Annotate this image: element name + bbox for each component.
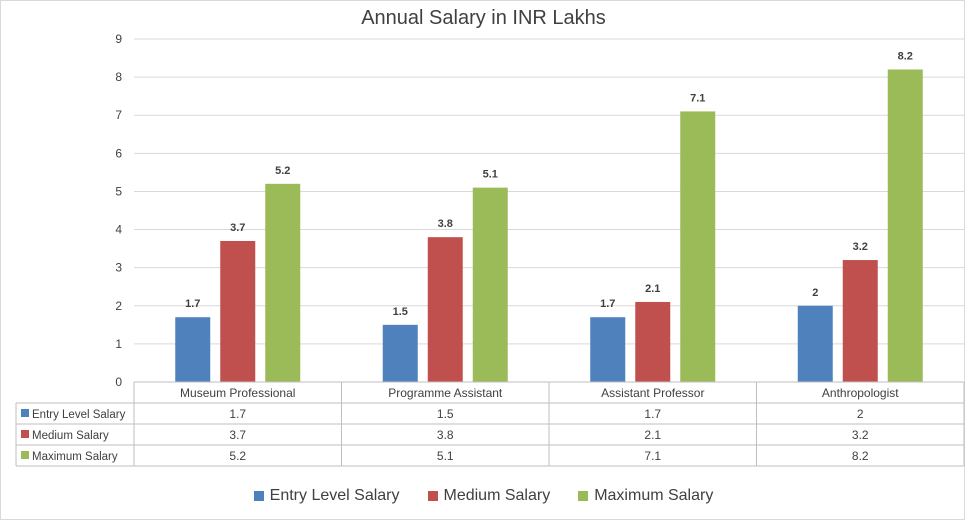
table-cell: 8.2 (852, 449, 869, 463)
table-row-label: Maximum Salary (32, 451, 118, 463)
data-label: 8.2 (898, 50, 913, 62)
legend-label-medium: Medium Salary (443, 487, 551, 504)
bar (887, 69, 923, 382)
table-row-label: Entry Level Salary (32, 409, 126, 421)
data-label: 3.8 (438, 218, 453, 230)
y-tick-label: 7 (115, 108, 122, 122)
y-tick-label: 4 (115, 223, 122, 237)
x-tick-label: Anthropologist (822, 386, 899, 400)
x-tick-label: Assistant Professor (601, 386, 704, 400)
bar (842, 260, 878, 382)
legend-label-maximum: Maximum Salary (594, 487, 714, 504)
table-legend-key (21, 409, 29, 417)
y-tick-label: 0 (115, 375, 122, 389)
data-label: 2 (812, 287, 818, 299)
legend-label-entry: Entry Level Salary (269, 487, 400, 504)
legend-swatch-maximum (578, 491, 589, 501)
table-cell: 1.7 (229, 407, 246, 421)
legend-item-medium: Medium Salary (427, 487, 551, 505)
table-cell: 7.1 (644, 449, 661, 463)
bar (427, 237, 463, 382)
table-cell: 3.2 (852, 428, 869, 442)
data-label: 2.1 (645, 283, 660, 295)
bar (680, 111, 716, 383)
legend-item-entry: Entry Level Salary (253, 487, 400, 505)
table-cell: 2.1 (644, 428, 661, 442)
chart-legend: Entry Level Salary Medium Salary Maximum… (1, 487, 965, 505)
table-cell: 1.7 (644, 407, 661, 421)
y-tick-label: 2 (115, 299, 122, 313)
bar (635, 301, 671, 382)
x-tick-label: Programme Assistant (388, 386, 503, 400)
table-row-label: Medium Salary (32, 430, 109, 442)
table-cell: 1.5 (437, 407, 454, 421)
y-tick-label: 3 (115, 261, 122, 275)
table-cell: 5.2 (229, 449, 246, 463)
x-tick-label: Museum Professional (180, 386, 295, 400)
data-label: 5.2 (275, 165, 290, 177)
y-tick-label: 1 (115, 337, 122, 351)
bar (220, 240, 256, 382)
table-legend-key (21, 430, 29, 438)
data-label: 1.7 (185, 298, 200, 310)
data-label: 1.5 (393, 306, 408, 318)
bar (382, 324, 418, 382)
bar (472, 187, 508, 382)
table-cell: 3.7 (229, 428, 246, 442)
legend-swatch-medium (427, 491, 438, 501)
table-cell: 2 (857, 407, 864, 421)
y-tick-label: 6 (115, 146, 122, 160)
legend-item-maximum: Maximum Salary (578, 487, 713, 505)
table-cell: 3.8 (437, 428, 454, 442)
bar (265, 183, 301, 382)
data-label: 3.7 (230, 222, 245, 234)
table-cell: 5.1 (437, 449, 454, 463)
y-tick-label: 5 (115, 184, 122, 198)
data-label: 3.2 (853, 241, 868, 253)
data-label: 1.7 (600, 298, 615, 310)
y-tick-label: 9 (115, 32, 122, 46)
legend-swatch-entry (253, 491, 264, 501)
bar (797, 305, 833, 382)
data-label: 5.1 (483, 169, 498, 181)
chart-title: Annual Salary in INR Lakhs (361, 7, 606, 29)
bar (590, 317, 626, 382)
data-label: 7.1 (690, 92, 705, 104)
y-tick-label: 8 (115, 70, 122, 84)
table-legend-key (21, 451, 29, 459)
bar (175, 317, 211, 382)
